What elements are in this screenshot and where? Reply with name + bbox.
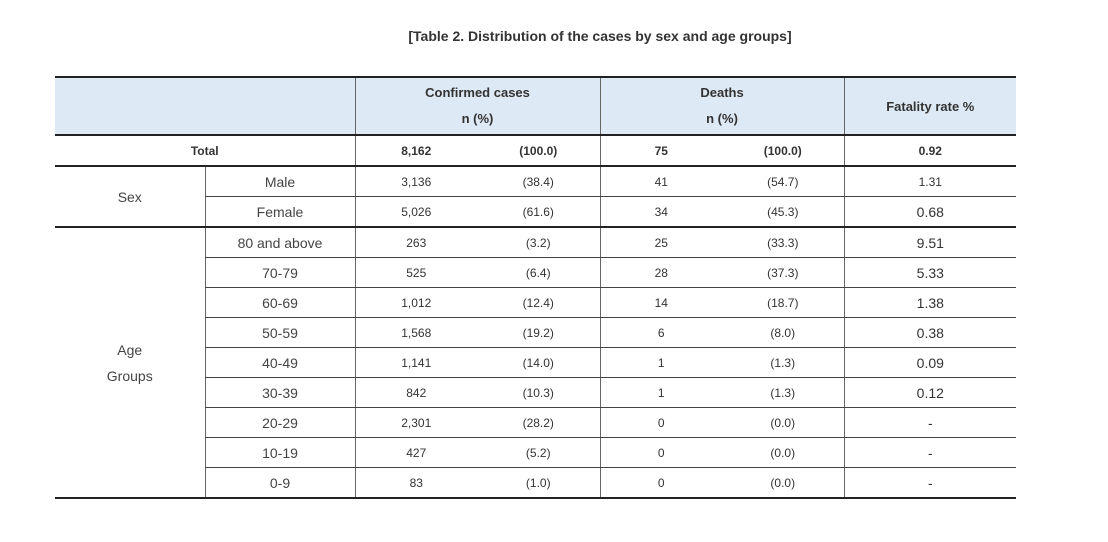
header-confirmed-cases: Confirmed cases n (%)	[354, 76, 601, 136]
fatality-rate: 5.33	[843, 257, 1017, 288]
row-label: 50-59	[204, 317, 355, 348]
group-label-age: Age Groups	[55, 227, 205, 499]
total-label: Total	[55, 135, 355, 167]
table-row: 10-19 427 (5.2) 0 (0.0) -	[55, 437, 1017, 468]
cases-percent: (6.4)	[477, 257, 601, 288]
header-fatality-rate: Fatality rate %	[843, 76, 1017, 136]
row-label: 30-39	[204, 377, 355, 408]
deaths-count: 34	[599, 196, 723, 228]
deaths-count: 6	[599, 317, 723, 348]
deaths-percent: (8.0)	[722, 317, 845, 348]
deaths-percent: (18.7)	[722, 287, 845, 318]
cases-count: 842	[354, 377, 477, 408]
table-row: Age Groups 80 and above 263 (3.2) 25 (33.3) 9.5…	[55, 227, 1017, 499]
total-deaths-pct: (100.0)	[722, 135, 845, 167]
table-row: 70-79 525 (6.4) 28 (37.3) 5.33	[55, 257, 1017, 288]
fatality-rate: 0.68	[843, 196, 1017, 228]
cases-percent: (38.4)	[477, 166, 601, 197]
fatality-rate: -	[843, 407, 1017, 438]
table-row: 50-59 1,568 (19.2) 6 (8.0) 0.38	[55, 317, 1017, 348]
table-row: 0-9 83 (1.0) 0 (0.0) -	[55, 467, 1017, 499]
table-row: Sex Male 3,136 (38.4) 41 (54.7) 1.31	[55, 166, 1017, 228]
row-label: 40-49	[204, 347, 355, 378]
row-label: Male	[204, 166, 355, 197]
cases-percent: (1.0)	[477, 467, 601, 499]
total-cases: 8,162	[354, 135, 477, 167]
deaths-percent: (1.3)	[722, 377, 845, 408]
total-row: Total 8,162 (100.0) 75 (100.0) 0.92	[55, 135, 1017, 167]
table-row: 40-49 1,141 (14.0) 1 (1.3) 0.09	[55, 347, 1017, 378]
row-label: 10-19	[204, 437, 355, 468]
deaths-percent: (37.3)	[722, 257, 845, 288]
table-row: 30-39 842 (10.3) 1 (1.3) 0.12	[55, 377, 1017, 408]
cases-count: 263	[354, 227, 477, 258]
header-row: Confirmed cases n (%) Deaths n (%) Fatal…	[55, 76, 1017, 136]
group-label-age-line1: Age	[117, 341, 143, 358]
deaths-count: 28	[599, 257, 723, 288]
header-deaths-unit: n (%)	[706, 111, 738, 126]
deaths-percent: (1.3)	[722, 347, 845, 378]
cases-count: 2,301	[354, 407, 477, 438]
row-label: 80 and above	[204, 227, 355, 258]
deaths-percent: (0.0)	[722, 407, 845, 438]
deaths-percent: (33.3)	[722, 227, 845, 258]
cases-percent: (12.4)	[477, 287, 601, 318]
header-confirmed-unit: n (%)	[461, 111, 494, 126]
deaths-percent: (45.3)	[722, 196, 845, 228]
cases-count: 5,026	[354, 196, 477, 228]
total-cases-pct: (100.0)	[477, 135, 601, 167]
fatality-rate: 0.09	[843, 347, 1017, 378]
group-label-age-line2: Groups	[106, 367, 153, 384]
cases-count: 1,012	[354, 287, 477, 318]
cases-percent: (28.2)	[477, 407, 601, 438]
header-confirmed-title: Confirmed cases	[425, 85, 530, 100]
header-blank-cell	[55, 76, 355, 136]
group-label-sex: Sex	[55, 166, 205, 228]
cases-percent: (10.3)	[477, 377, 601, 408]
fatality-rate: 0.38	[843, 317, 1017, 348]
cases-count: 1,568	[354, 317, 477, 348]
deaths-count: 0	[599, 437, 723, 468]
cases-table: Confirmed cases n (%) Deaths n (%) Fatal…	[55, 76, 1017, 499]
cases-count: 1,141	[354, 347, 477, 378]
fatality-rate: 1.31	[843, 166, 1017, 197]
fatality-rate: 9.51	[843, 227, 1017, 258]
fatality-rate: 1.38	[843, 287, 1017, 318]
fatality-rate: -	[843, 467, 1017, 499]
table-caption: [Table 2. Distribution of the cases by s…	[408, 28, 792, 44]
deaths-percent: (0.0)	[722, 437, 845, 468]
table-row: Female 5,026 (61.6) 34 (45.3) 0.68	[55, 196, 1017, 228]
cases-percent: (5.2)	[477, 437, 601, 468]
cases-count: 3,136	[354, 166, 477, 197]
row-label: 20-29	[204, 407, 355, 438]
row-label: 70-79	[204, 257, 355, 288]
deaths-count: 41	[599, 166, 723, 197]
header-deaths: Deaths n (%)	[599, 76, 845, 136]
deaths-count: 1	[599, 377, 723, 408]
deaths-count: 1	[599, 347, 723, 378]
row-label: 60-69	[204, 287, 355, 318]
deaths-count: 25	[599, 227, 723, 258]
table-row: 60-69 1,012 (12.4) 14 (18.7) 1.38	[55, 287, 1017, 318]
cases-percent: (19.2)	[477, 317, 601, 348]
deaths-count: 0	[599, 407, 723, 438]
deaths-percent: (0.0)	[722, 467, 845, 499]
deaths-count: 14	[599, 287, 723, 318]
cases-percent: (61.6)	[477, 196, 601, 228]
cases-count: 83	[354, 467, 477, 499]
deaths-count: 0	[599, 467, 723, 499]
fatality-rate: 0.12	[843, 377, 1017, 408]
cases-count: 427	[354, 437, 477, 468]
total-rate: 0.92	[843, 135, 1017, 167]
row-label: 0-9	[204, 467, 355, 499]
header-deaths-title: Deaths	[700, 85, 744, 100]
table-row: 20-29 2,301 (28.2) 0 (0.0) -	[55, 407, 1017, 438]
row-label: Female	[204, 196, 355, 228]
cases-count: 525	[354, 257, 477, 288]
fatality-rate: -	[843, 437, 1017, 468]
deaths-percent: (54.7)	[722, 166, 845, 197]
cases-percent: (14.0)	[477, 347, 601, 378]
total-deaths: 75	[599, 135, 723, 167]
cases-percent: (3.2)	[477, 227, 601, 258]
